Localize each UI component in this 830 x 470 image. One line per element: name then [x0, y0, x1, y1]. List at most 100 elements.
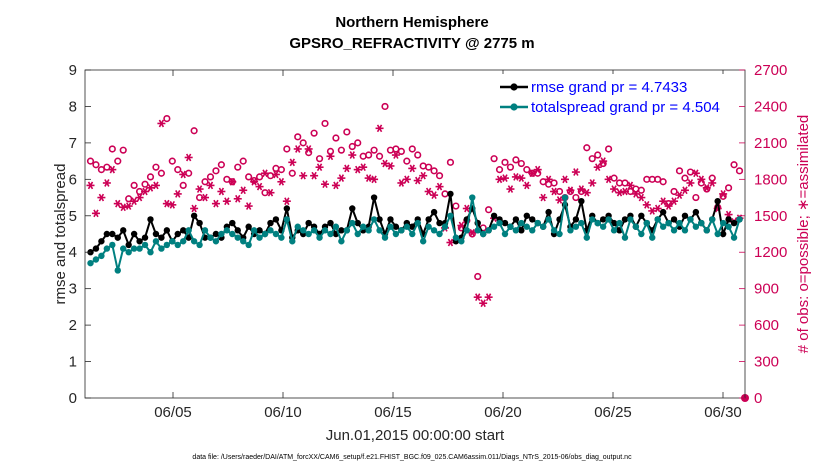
totalspread-point	[539, 223, 547, 230]
rmse-point	[370, 194, 378, 201]
assimilated-obs-point	[288, 158, 297, 167]
assimilated-obs-point	[190, 204, 199, 213]
totalspread-point	[730, 234, 738, 241]
assimilated-obs-point	[424, 187, 433, 196]
y-right-tick-label: 1800	[754, 171, 787, 188]
possible-obs-point	[146, 173, 155, 181]
assimilated-obs-point	[484, 293, 493, 302]
possible-obs-point	[670, 187, 678, 196]
assimilated-obs-point	[473, 293, 482, 302]
totalspread-point	[665, 219, 672, 227]
assimilated-obs-point	[648, 207, 657, 215]
plot-frame	[84, 69, 746, 399]
totalspread-point	[245, 241, 252, 249]
rmse-point	[147, 216, 154, 223]
x-tick-label: 06/15	[374, 404, 412, 421]
totalspread-point	[703, 227, 710, 234]
possible-obs-point	[337, 146, 345, 154]
rmse-point	[730, 219, 738, 227]
possible-obs-point	[435, 172, 444, 180]
possible-obs-point	[675, 167, 684, 175]
totalspread-point	[256, 234, 263, 241]
rmse-point	[490, 212, 498, 219]
totalspread-point	[169, 238, 176, 245]
chart-title-line2: GPSRO_REFRACTIVITY @ 2775 m	[289, 35, 534, 52]
possible-obs-point	[283, 145, 291, 153]
totalspread-point	[643, 219, 650, 227]
possible-obs-point	[108, 145, 116, 153]
possible-obs-point	[201, 178, 209, 186]
assimilated-obs-point	[228, 177, 237, 186]
totalspread-point	[125, 249, 132, 256]
assimilated-obs-point	[250, 177, 259, 186]
assimilated-obs-point	[310, 171, 319, 180]
possible-obs-point	[408, 145, 416, 153]
totalspread-point	[414, 219, 421, 227]
assimilated-obs-point	[702, 183, 711, 192]
rmse-point	[283, 205, 291, 212]
y-right-tick-label: 1500	[754, 208, 787, 225]
y-left-tick-label: 8	[69, 98, 77, 115]
possible-obs-point	[321, 119, 329, 128]
legend-spread-label: totalspread grand pr = 4.504	[531, 99, 720, 116]
possible-obs-point	[163, 114, 171, 123]
rmse-point	[136, 238, 143, 245]
totalspread-point	[250, 227, 258, 234]
totalspread-point	[365, 227, 372, 234]
y-right-tick-label: 600	[754, 317, 779, 334]
rmse-point	[196, 219, 203, 227]
possible-obs-point	[692, 193, 700, 202]
rmse-point	[599, 216, 607, 223]
legend-spread-marker	[510, 103, 518, 111]
totalspread-point	[452, 234, 460, 241]
totalspread-point	[92, 256, 100, 263]
y-left-tick-label: 3	[69, 281, 77, 298]
rmse-point	[512, 216, 520, 223]
assimilated-obs-point	[370, 175, 379, 184]
y-right-tick-label: 0	[754, 390, 762, 407]
assimilated-obs-point	[397, 179, 406, 187]
rmse-point	[430, 208, 438, 216]
totalspread-point	[578, 219, 585, 227]
possible-obs-point	[130, 181, 138, 190]
assimilated-obs-point	[588, 179, 597, 187]
rmse-point	[174, 230, 181, 238]
totalspread-point	[185, 227, 192, 234]
rmse-point	[354, 219, 361, 227]
possible-obs-point	[659, 178, 667, 186]
totalspread-point	[294, 223, 301, 230]
rmse-point	[349, 205, 356, 212]
rmse-point	[125, 241, 132, 249]
possible-obs-point	[326, 147, 335, 155]
assimilated-obs-point	[528, 169, 537, 178]
possible-obs-point	[332, 134, 340, 142]
rmse-point	[114, 234, 121, 241]
possible-obs-point	[294, 133, 302, 141]
y-right-tick-label: 1200	[754, 244, 787, 261]
totalspread-point	[234, 234, 241, 241]
possible-obs-point	[365, 151, 373, 159]
rmse-point	[256, 227, 263, 234]
possible-obs-point	[168, 157, 176, 165]
rmse-point	[392, 223, 400, 230]
rmse-point	[305, 219, 312, 227]
assimilated-obs-point	[353, 165, 362, 174]
totalspread-point	[354, 230, 361, 238]
possible-obs-point	[185, 169, 193, 177]
possible-obs-point	[157, 169, 165, 177]
possible-obs-point	[299, 139, 307, 147]
assimilated-obs-point	[506, 185, 515, 193]
possible-obs-point	[381, 102, 389, 111]
totalspread-point	[485, 227, 492, 234]
assimilated-obs-point	[533, 165, 542, 174]
assimilated-obs-point	[381, 159, 390, 168]
y-left-tick-label: 4	[69, 244, 77, 261]
possible-obs-point	[506, 163, 515, 171]
possible-obs-point	[190, 127, 198, 135]
totalspread-point	[289, 238, 296, 245]
totalspread-point	[436, 230, 443, 238]
totalspread-point	[359, 223, 367, 230]
assimilated-obs-point	[555, 196, 564, 204]
assimilated-obs-point	[162, 199, 171, 208]
possible-obs-point	[605, 145, 613, 153]
